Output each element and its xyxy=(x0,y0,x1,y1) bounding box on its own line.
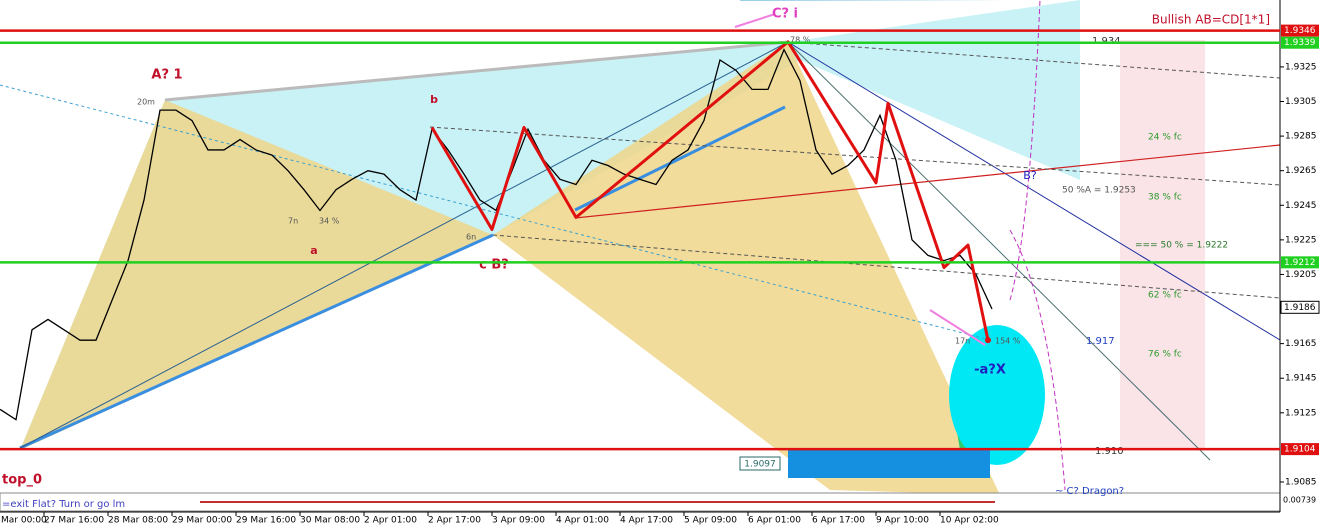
level-tag xyxy=(1281,443,1319,456)
pointer xyxy=(929,309,986,346)
x-tick-label: 29 Mar 00:00 xyxy=(172,516,232,526)
trend-line xyxy=(574,105,786,212)
label: C? i xyxy=(772,7,798,22)
pattern-point xyxy=(985,337,991,344)
pointer xyxy=(734,13,776,28)
level-label: 1.9104 xyxy=(1284,445,1316,455)
y-tick-label: 1.9205 xyxy=(1285,270,1317,280)
y-tick-label: 1.9165 xyxy=(1285,339,1317,349)
x-tick-label: 9 Apr 10:00 xyxy=(876,516,929,526)
target-zone xyxy=(1120,40,1205,450)
label: ~ C? Dragon? xyxy=(1055,486,1124,497)
trend-line xyxy=(787,41,1281,341)
level-label: 1.9212 xyxy=(1284,258,1316,268)
cyan-area xyxy=(20,0,1080,450)
label: 24 % fc xyxy=(1148,133,1182,143)
x-tick-label: 29 Mar 16:00 xyxy=(236,516,296,526)
y-tick-label: 1.9285 xyxy=(1285,132,1317,142)
x-tick-label: 2 Apr 01:00 xyxy=(364,516,417,526)
y-tick-label: 1.9125 xyxy=(1285,408,1317,418)
y-tick-label: 1.9265 xyxy=(1285,166,1317,176)
label: c B? xyxy=(479,258,509,273)
label: 6n xyxy=(466,233,476,242)
label: B? xyxy=(1023,169,1037,182)
y-tick-label: 1.9145 xyxy=(1285,374,1317,384)
label: 7n xyxy=(288,217,298,226)
level-tag xyxy=(1281,256,1319,269)
y-tick-label: 1.9305 xyxy=(1285,97,1317,107)
label: 154 % xyxy=(995,337,1021,346)
trend-line xyxy=(19,233,494,450)
x-tick-label: 6 Apr 17:00 xyxy=(812,516,865,526)
label: 76 % fc xyxy=(1148,350,1182,360)
level-tag xyxy=(1281,24,1319,37)
x-tick-label: 28 Mar 08:00 xyxy=(108,516,168,526)
chart-title: Bullish AB=CD[1*1] xyxy=(1152,13,1270,27)
projection xyxy=(1009,229,1066,491)
level-tag xyxy=(1281,36,1319,49)
trend-line xyxy=(574,144,1281,219)
trend-line xyxy=(492,234,1281,299)
label: 34 % xyxy=(319,217,340,226)
trend-line xyxy=(787,41,1211,461)
label: 1.910 xyxy=(1095,446,1124,457)
level-label: 1.9186 xyxy=(1284,303,1316,313)
label: 1.9097 xyxy=(744,460,776,470)
label: === 50 % = 1.9222 xyxy=(1135,241,1228,251)
pattern-line xyxy=(430,40,990,341)
x-tick-label: 3 Apr 09:00 xyxy=(492,516,545,526)
trend-line xyxy=(164,40,789,102)
y-tick-label: 1.9325 xyxy=(1285,62,1317,72)
label: a xyxy=(310,244,317,257)
label: 1.917 xyxy=(1086,336,1115,347)
box-label-frame xyxy=(739,456,781,471)
y-tick-label: 1.9245 xyxy=(1285,201,1317,211)
label: A? 1 xyxy=(151,68,182,83)
label: 38 % fc xyxy=(1148,193,1182,203)
label: 78 % xyxy=(790,36,811,45)
level-label: 1.9346 xyxy=(1284,26,1316,36)
x-tick-label: 10 Apr 02:00 xyxy=(940,516,999,526)
x-tick-label: 6 Apr 01:00 xyxy=(748,516,801,526)
x-tick-label: 5 Apr 09:00 xyxy=(684,516,737,526)
level-label: 1.9339 xyxy=(1284,38,1316,48)
y-tick-label: 1.9225 xyxy=(1285,235,1317,245)
label: b xyxy=(430,93,438,106)
trend-line xyxy=(787,41,1281,79)
trend-line xyxy=(429,126,1281,186)
label: 0.00739 xyxy=(1283,496,1316,505)
label: 20m xyxy=(137,98,155,107)
x-tick-label: Mar 00:00 xyxy=(1,516,47,526)
blue-box xyxy=(788,450,990,478)
x-tick-label: 27 Mar 16:00 xyxy=(44,516,104,526)
trend-line xyxy=(19,41,789,449)
y-tick-label: 1.9085 xyxy=(1285,477,1317,487)
label: 50 %A = 1.9253 xyxy=(1062,186,1136,196)
label: 17n xyxy=(955,337,970,346)
x-tick-label: 4 Apr 17:00 xyxy=(620,516,673,526)
x-tick-label: 4 Apr 01:00 xyxy=(556,516,609,526)
label: 62 % fc xyxy=(1148,291,1182,301)
x-tick-label: 30 Mar 08:00 xyxy=(300,516,360,526)
level-tag xyxy=(1280,300,1320,314)
x-tick-label: 2 Apr 17:00 xyxy=(428,516,481,526)
label: top_0 xyxy=(2,473,42,488)
trend-line xyxy=(0,84,991,341)
bcd-triangle xyxy=(493,42,1000,495)
prz-ellipse xyxy=(949,325,1045,465)
price-line xyxy=(0,48,993,421)
label: -a?X xyxy=(974,363,1006,378)
xab-triangle xyxy=(20,100,493,450)
label: =exit Flat? Turn or go lm xyxy=(2,499,125,510)
